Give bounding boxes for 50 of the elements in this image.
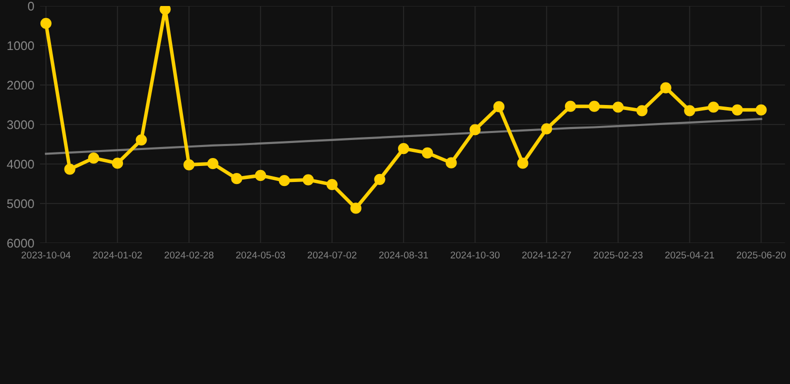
y-tick-label: 6000 [7,238,34,248]
x-tick-label: 2024-10-30 [450,252,500,258]
point [684,105,696,116]
y-tick-label: 5000 [7,199,34,208]
point [564,100,576,112]
point [40,18,52,29]
point [493,101,504,112]
point [636,105,648,116]
point [374,174,386,185]
y-tick-label: 1000 [8,41,34,50]
point [136,134,147,146]
point [470,124,481,136]
y-tick-label: 4000 [6,160,34,169]
y-tick-label: 0 [28,2,34,11]
x-tick-label: 2025-06-20 [736,252,786,258]
point [326,178,338,190]
x-tick-label: 2024-12-27 [522,252,571,258]
point [660,82,672,94]
point [350,202,362,214]
y-tick-label: 2000 [7,80,34,90]
point [446,157,457,168]
point [541,123,552,134]
point [112,158,124,169]
point [231,173,242,184]
line-series [44,118,762,155]
point [207,158,218,170]
point [88,152,100,164]
point [588,100,600,112]
point [756,104,767,116]
point [422,147,433,158]
point [398,143,410,154]
x-tick-label: 2024-08-31 [379,252,428,258]
point [254,170,266,182]
x-tick-label: 2024-07-02 [308,252,356,258]
x-tick-label: 2025-04-21 [665,252,714,258]
point [517,158,528,169]
point [708,102,720,113]
x-tick-label: 2024-01-02 [93,252,142,258]
point [64,164,76,175]
point [183,159,195,170]
x-tick-label: 2024-05-03 [236,252,285,258]
point [732,104,743,116]
point [160,6,171,15]
x-tick-label: 2025-02-23 [594,252,643,258]
point [278,175,290,186]
y-tick-label: 3000 [7,120,34,130]
point [302,174,314,186]
x-tick-label: 2024-02-28 [164,252,214,258]
x-tick-label: 2023-10-04 [22,252,71,258]
point [612,102,624,113]
